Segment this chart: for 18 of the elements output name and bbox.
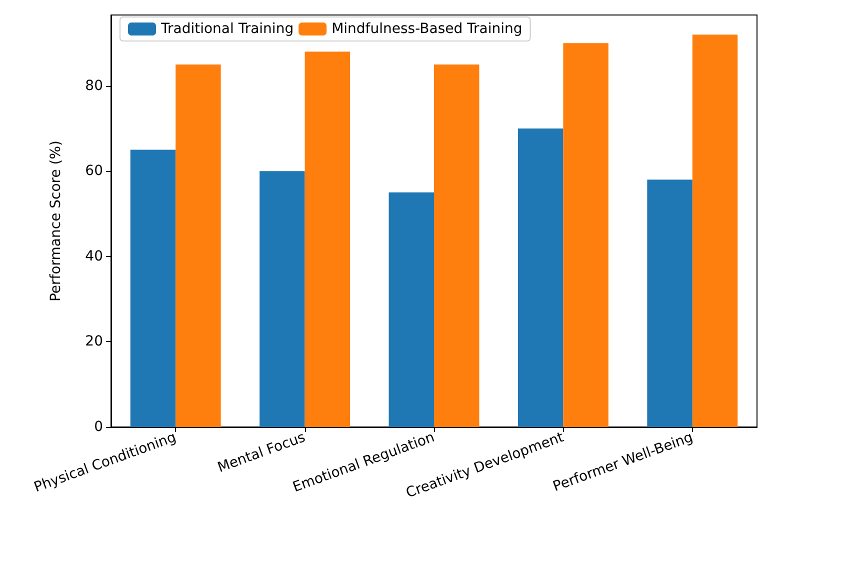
bar — [176, 64, 221, 427]
bar — [434, 64, 480, 427]
bar — [304, 52, 350, 427]
bar — [388, 192, 434, 427]
y-tick-label: 60 — [85, 163, 103, 180]
bar — [130, 150, 176, 427]
bar — [692, 34, 738, 427]
y-tick-label: 40 — [85, 248, 103, 264]
y-tick-label: 0 — [94, 419, 103, 435]
legend-label: Mindfulness-Based Training — [332, 21, 522, 37]
bar — [260, 171, 305, 427]
y-tick-label: 80 — [85, 78, 103, 94]
bar — [647, 180, 692, 427]
y-tick-label: 20 — [85, 334, 103, 350]
bar — [518, 128, 564, 427]
legend-label: Traditional Training — [160, 21, 294, 37]
bar — [563, 43, 608, 427]
y-axis-title: Performance Score (%) — [48, 140, 64, 302]
